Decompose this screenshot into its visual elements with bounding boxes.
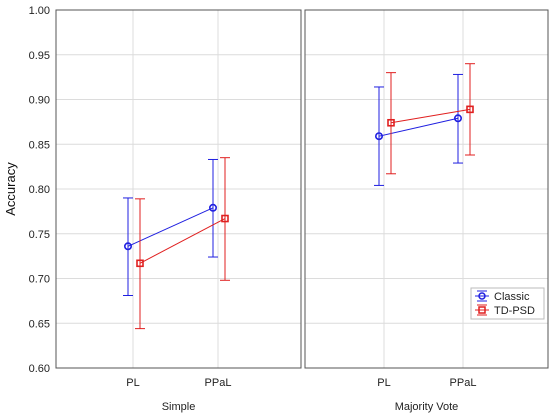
x-tick-label: PPaL <box>205 377 232 389</box>
legend-item: Classic <box>475 290 530 303</box>
legend: Classic TD-PSD <box>470 287 545 320</box>
x-tick-label: PL <box>377 377 390 389</box>
legend-item: TD-PSD <box>475 304 535 317</box>
panels-layer: PL PPaL Simple PL PPaL Majority Vote <box>55 9 549 413</box>
data-point <box>374 132 383 141</box>
panel-label: Simple <box>162 401 196 413</box>
x-tick-label: PPaL <box>450 377 477 389</box>
data-point <box>453 114 462 123</box>
series-line <box>378 117 459 137</box>
y-tick-label: 0.65 <box>29 318 50 330</box>
series-line <box>139 218 226 264</box>
legend-marker <box>478 306 486 314</box>
y-tick-label: 0.60 <box>29 363 50 375</box>
panel-frame <box>304 9 549 369</box>
panel-label: Majority Vote <box>395 401 459 413</box>
panel-0: PL PPaL Simple <box>55 9 302 413</box>
x-tick-label: PL <box>126 377 139 389</box>
data-point <box>466 105 474 114</box>
series-td-psd <box>386 63 475 175</box>
panel-frame <box>55 9 302 369</box>
data-point <box>136 259 144 268</box>
data-point <box>124 242 133 251</box>
series-td-psd <box>135 157 230 330</box>
legend-label: Classic <box>494 291 530 303</box>
data-point <box>209 203 218 212</box>
y-tick-label: 0.90 <box>29 95 50 107</box>
y-tick-label: 1.00 <box>29 5 50 17</box>
y-tick-label: 0.95 <box>29 50 50 62</box>
series-line <box>127 207 214 247</box>
series-line <box>390 108 471 124</box>
panel-1: PL PPaL Majority Vote <box>304 9 549 413</box>
y-tick-label: 0.75 <box>29 229 50 241</box>
y-axis-title: Accuracy <box>3 162 18 216</box>
series-classic <box>374 73 463 186</box>
y-tick-label: 0.85 <box>29 139 50 151</box>
series-classic <box>123 158 218 297</box>
legend-marker <box>478 292 486 300</box>
y-tick-label: 0.80 <box>29 184 50 196</box>
data-point <box>387 118 395 127</box>
data-point <box>221 214 229 223</box>
y-axis-ticks: 0.60 0.65 0.70 0.75 0.80 0.85 0.90 0.95 1.00 <box>29 5 50 375</box>
legend-label: TD-PSD <box>494 305 535 317</box>
y-tick-label: 0.70 <box>29 274 50 286</box>
